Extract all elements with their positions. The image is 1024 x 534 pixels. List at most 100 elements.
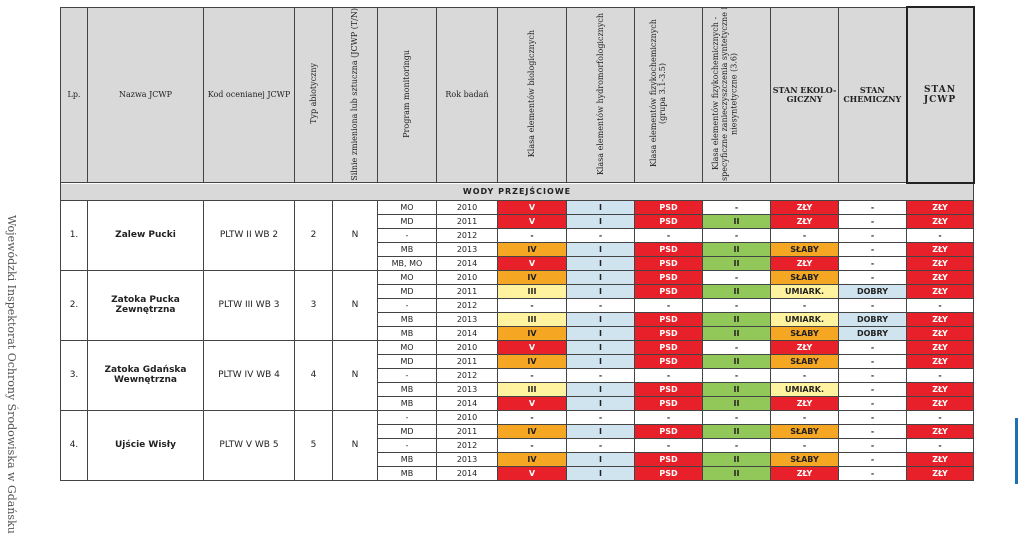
cell-jcwp: - xyxy=(906,409,974,425)
cell-program: MO xyxy=(377,339,437,355)
header-row: Lp. Nazwa JCWP Kod ocenianej JCWP Typ ab… xyxy=(60,6,975,184)
cell-rok: 2010 xyxy=(436,409,498,425)
cell-bio: IV xyxy=(497,451,567,467)
cell-kod: PLTW V WB 5 xyxy=(203,409,295,481)
cell-hydro: - xyxy=(566,297,635,313)
cell-rok: 2011 xyxy=(436,423,498,439)
cell-typ: 5 xyxy=(294,409,333,481)
cell-chem: - xyxy=(838,199,907,215)
header-stan-eko: STAN EKOLO-GICZNY xyxy=(770,6,839,184)
table-body: WODY PRZEJŚCIOWE 1. Zalew Pucki PLTW II WB… xyxy=(60,182,974,481)
cell-rok: 2011 xyxy=(436,353,498,369)
cell-fiz: PSD xyxy=(634,465,703,481)
cell-rok: 2013 xyxy=(436,311,498,327)
cell-jcwp: ZŁY xyxy=(906,213,974,229)
cell-bio: - xyxy=(497,227,567,243)
cell-fiz: PSD xyxy=(634,325,703,341)
cell-rok: 2013 xyxy=(436,241,498,257)
cell-jcwp: ZŁY xyxy=(906,241,974,257)
cell-rok: 2012 xyxy=(436,297,498,313)
accent-bar xyxy=(1015,418,1018,484)
cell-fiz: PSD xyxy=(634,353,703,369)
cell-typ: 4 xyxy=(294,339,333,411)
header-klasa-fiz36: Klasa elementów fizykochemicznych - spec… xyxy=(702,6,771,184)
cell-chem: - xyxy=(838,339,907,355)
cell-bio: - xyxy=(497,437,567,453)
cell-bio: III xyxy=(497,283,567,299)
header-stan-jcwp: STAN JCWP xyxy=(905,6,975,184)
cell-fiz36: II xyxy=(702,255,771,271)
cell-typ: 2 xyxy=(294,199,333,271)
cell-program: MB xyxy=(377,241,437,257)
header-klasa-bio: Klasa elementów biologicznych xyxy=(497,6,567,184)
cell-program: MD xyxy=(377,213,437,229)
cell-fiz36: II xyxy=(702,283,771,299)
cell-rok: 2011 xyxy=(436,213,498,229)
table-row: -2012- - - - - - - xyxy=(61,227,974,243)
cell-fiz36: - xyxy=(702,297,771,313)
cell-bio: IV xyxy=(497,325,567,341)
cell-eko: SŁABY xyxy=(770,423,839,439)
cell-hydro: I xyxy=(566,451,635,467)
header-program-label: Program monitoringu xyxy=(402,49,412,138)
cell-fiz: PSD xyxy=(634,395,703,411)
cell-jcwp: - xyxy=(906,227,974,243)
cell-bio: IV xyxy=(497,423,567,439)
cell-jcwp: ZŁY xyxy=(906,451,974,467)
header-typ: Typ abiotyczny xyxy=(294,6,333,184)
header-nazwa: Nazwa JCWP xyxy=(87,6,204,184)
cell-eko: - xyxy=(770,409,839,425)
cell-rok: 2012 xyxy=(436,367,498,383)
cell-silnie: N xyxy=(332,339,378,411)
cell-nazwa: Ujście Wisły xyxy=(87,409,204,481)
cell-eko: UMIARK. xyxy=(770,311,839,327)
cell-chem: DOBRY xyxy=(838,325,907,341)
cell-nazwa: Zatoka Gdańska Wewnętrzna xyxy=(87,339,204,411)
cell-eko: UMIARK. xyxy=(770,283,839,299)
cell-eko: ZŁY xyxy=(770,465,839,481)
cell-bio: IV xyxy=(497,353,567,369)
cell-program: - xyxy=(377,437,437,453)
cell-eko: SŁABY xyxy=(770,451,839,467)
cell-rok: 2012 xyxy=(436,437,498,453)
cell-rok: 2011 xyxy=(436,283,498,299)
cell-rok: 2013 xyxy=(436,381,498,397)
cell-hydro: I xyxy=(566,241,635,257)
cell-program: MO xyxy=(377,269,437,285)
cell-fiz36: - xyxy=(702,367,771,383)
cell-bio: V xyxy=(497,199,567,215)
table-row: 1. Zalew Pucki PLTW II WB 2 2 N MO 2010 V I PSD - Z… xyxy=(60,199,974,271)
cell-fiz36: - xyxy=(702,269,771,285)
cell-rok: 2012 xyxy=(436,227,498,243)
cell-hydro: I xyxy=(566,423,635,439)
cell-jcwp: ZŁY xyxy=(906,283,974,299)
cell-fiz: PSD xyxy=(634,255,703,271)
group-label: WODY PRZEJŚCIOWE xyxy=(60,182,974,201)
cell-chem: - xyxy=(838,409,907,425)
cell-jcwp: ZŁY xyxy=(906,311,974,327)
cell-chem: - xyxy=(838,395,907,411)
cell-fiz36: - xyxy=(702,339,771,355)
side-caption: Wojewódzki Inspektorat Ochrony Środowisk… xyxy=(5,215,18,534)
cell-fiz: PSD xyxy=(634,199,703,215)
cell-silnie: N xyxy=(332,269,378,341)
cell-chem: - xyxy=(838,437,907,453)
cell-chem: - xyxy=(838,297,907,313)
cell-fiz36: II xyxy=(702,213,771,229)
cell-chem: - xyxy=(838,353,907,369)
cell-lp: 3. xyxy=(60,339,88,411)
cell-rok: 2013 xyxy=(436,451,498,467)
table-row: MD 2011 IV I PSD II SŁABY - ZŁY xyxy=(61,423,974,439)
table-row: MD 2011 V I PSD II ZŁY - ZŁY xyxy=(61,213,974,229)
cell-bio: III xyxy=(497,381,567,397)
cell-program: MD xyxy=(377,423,437,439)
cell-chem: - xyxy=(838,381,907,397)
cell-fiz: PSD xyxy=(634,269,703,285)
table-row: MB 2014 IV I PSD II SŁABY DOBRY ZŁY xyxy=(61,325,974,341)
cell-fiz: - xyxy=(634,409,703,425)
cell-bio: - xyxy=(497,297,567,313)
cell-jcwp: ZŁY xyxy=(906,325,974,341)
cell-kod: PLTW III WB 3 xyxy=(203,269,295,341)
cell-hydro: I xyxy=(566,381,635,397)
